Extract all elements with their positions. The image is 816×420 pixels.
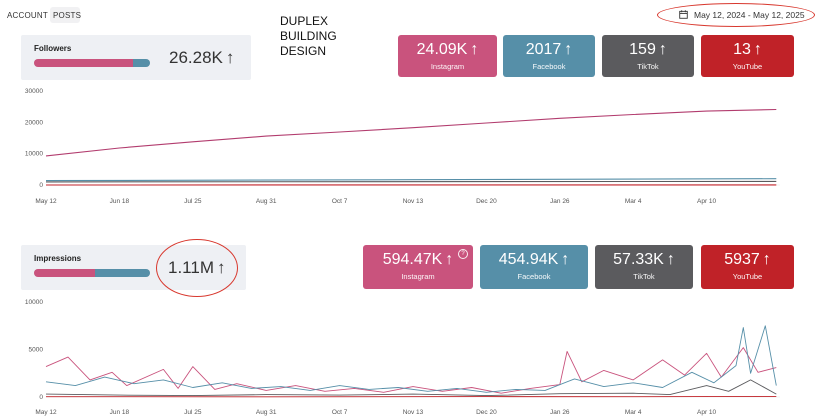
followers-split-facebook — [132, 59, 150, 67]
x-tick-label: Oct 7 — [332, 198, 348, 205]
y-tick-label: 30000 — [25, 88, 43, 95]
x-tick-label: Aug 31 — [256, 409, 277, 416]
impressions-instagram-value: 594.47K — [382, 251, 443, 268]
followers-label: Followers — [34, 44, 72, 53]
y-tick-label: 5000 — [29, 347, 44, 354]
x-tick-label: Apr 10 — [697, 198, 717, 205]
posts-tab-highlight — [50, 7, 80, 23]
x-tick-label: May 12 — [35, 409, 57, 416]
highlight-circle — [156, 239, 238, 297]
impressions-tiktok-card[interactable]: 57.33K ↑ TikTok — [595, 245, 693, 289]
x-tick-label: Dec 20 — [476, 198, 497, 205]
arrow-up-icon: ↑ — [666, 251, 675, 268]
page-title-line: DUPLEX — [280, 14, 329, 28]
help-icon[interactable]: ? — [458, 249, 468, 259]
y-tick-label: 10000 — [25, 299, 43, 306]
impressions-youtube-value: 5937 — [724, 251, 760, 268]
date-range-label[interactable]: May 12, 2024 - May 12, 2025 — [694, 10, 805, 20]
impressions-tiktok-label: TikTok — [633, 272, 655, 281]
x-tick-label: Nov 13 — [403, 198, 424, 205]
x-tick-label: Apr 10 — [697, 409, 717, 416]
followers-instagram-value: 24.09K — [416, 41, 468, 58]
impressions-split-facebook — [95, 269, 150, 277]
followers-instagram-card[interactable]: 24.09K ↑ Instagram — [398, 35, 497, 77]
x-tick-label: May 12 — [35, 198, 57, 205]
impressions-instagram-label: Instagram — [401, 272, 435, 281]
series-line — [45, 108, 777, 157]
arrow-up-icon: ↑ — [470, 41, 479, 58]
series-line — [45, 347, 777, 394]
date-range-picker[interactable] — [657, 3, 815, 27]
followers-split-instagram — [34, 59, 133, 67]
arrow-up-icon: ↑ — [564, 41, 573, 58]
y-tick-label: 0 — [39, 182, 43, 189]
impressions-facebook-label: Facebook — [517, 272, 551, 281]
x-tick-label: Jun 18 — [110, 198, 130, 205]
tab-posts[interactable]: POSTS — [53, 11, 82, 20]
tab-account[interactable]: ACCOUNT — [7, 11, 48, 20]
calendar-icon — [679, 10, 688, 19]
x-tick-label: Mar 4 — [625, 409, 642, 416]
followers-split-bar — [34, 59, 150, 67]
followers-total-card: Followers 26.28K ↑ — [21, 35, 251, 80]
followers-youtube-value: 13 — [733, 41, 751, 58]
followers-tiktok-label: TikTok — [637, 62, 659, 71]
followers-tiktok-value: 159 — [629, 41, 656, 58]
followers-total-value: 26.28K ↑ — [169, 48, 235, 67]
page-title-line: BUILDING — [280, 29, 337, 43]
arrow-up-icon: ↑ — [762, 251, 771, 268]
followers-facebook-card[interactable]: 2017 ↑ Facebook — [503, 35, 595, 77]
followers-facebook-value: 2017 — [525, 41, 562, 58]
x-tick-label: Jan 26 — [550, 409, 570, 416]
arrow-up-icon: ↑ — [225, 48, 235, 67]
arrow-up-icon: ↑ — [753, 41, 762, 58]
series-line — [45, 180, 777, 183]
followers-youtube-label: YouTube — [732, 62, 763, 71]
x-tick-label: Aug 31 — [256, 198, 277, 205]
impressions-label: Impressions — [34, 254, 82, 263]
x-tick-label: Jul 25 — [184, 409, 202, 416]
x-tick-label: Jan 26 — [550, 198, 570, 205]
impressions-facebook-card[interactable]: 454.94K ↑ Facebook — [480, 245, 588, 289]
arrow-up-icon: ↑ — [658, 41, 667, 58]
x-tick-label: Nov 13 — [403, 409, 424, 416]
impressions-instagram-card[interactable]: ? 594.47K ↑ Instagram — [363, 245, 473, 289]
followers-chart: 30000 20000 10000 0 May 12 Jun 18 Jul 25 Aug 31… — [25, 88, 780, 205]
impressions-split-bar — [34, 269, 150, 277]
impressions-chart: 10000 5000 0 May 12 Jun 18 Jul 25 Aug 31 Oct 7 N… — [25, 299, 780, 416]
impressions-tiktok-value: 57.33K — [613, 251, 664, 268]
series-line — [45, 178, 777, 182]
arrow-up-icon: ↑ — [561, 251, 570, 268]
page-title: DUPLEX BUILDING DESIGN — [280, 14, 337, 59]
x-tick-label: Mar 4 — [625, 198, 642, 205]
x-tick-label: Dec 20 — [476, 409, 497, 416]
x-tick-label: Oct 7 — [332, 409, 348, 416]
impressions-split-instagram — [34, 269, 96, 277]
y-tick-label: 0 — [39, 394, 43, 401]
page-title-line: DESIGN — [280, 44, 327, 58]
followers-tiktok-card[interactable]: 159 ↑ TikTok — [602, 35, 694, 77]
y-tick-label: 10000 — [25, 151, 43, 158]
x-tick-label: Jun 18 — [110, 409, 130, 416]
x-tick-label: Jul 25 — [184, 198, 202, 205]
y-tick-label: 20000 — [25, 119, 43, 126]
series-line — [45, 325, 777, 393]
followers-youtube-card[interactable]: 13 ↑ YouTube — [701, 35, 794, 77]
series-line — [45, 379, 777, 397]
followers-instagram-label: Instagram — [430, 62, 465, 71]
impressions-youtube-card[interactable]: 5937 ↑ YouTube — [701, 245, 794, 289]
arrow-up-icon: ↑ — [445, 251, 454, 268]
impressions-youtube-label: YouTube — [732, 272, 763, 281]
followers-facebook-label: Facebook — [532, 62, 566, 71]
impressions-facebook-value: 454.94K — [498, 251, 559, 268]
